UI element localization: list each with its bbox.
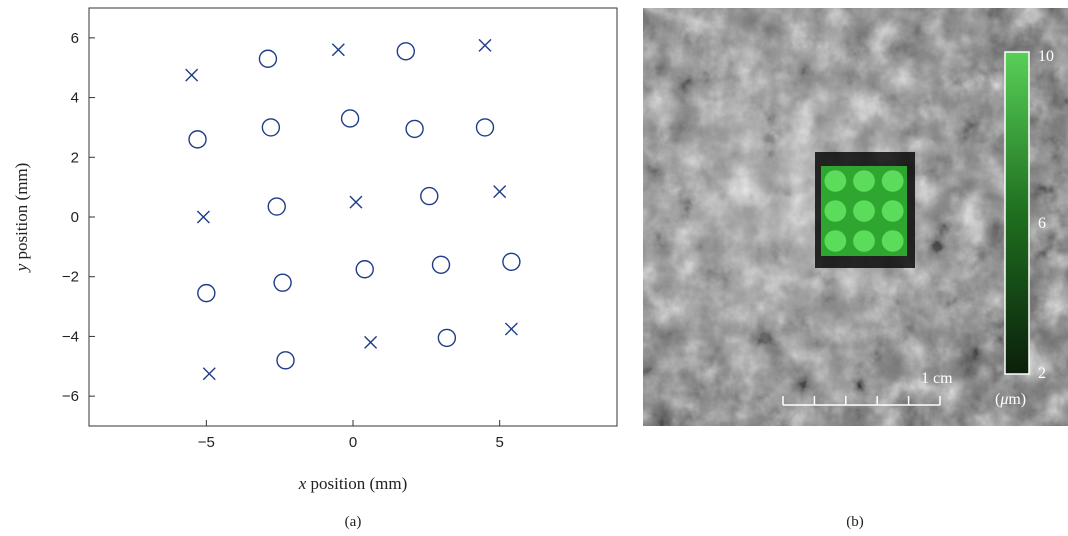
- circle-marker: [502, 252, 521, 271]
- circle-marker: [197, 283, 216, 303]
- cross-marker: [185, 68, 199, 82]
- scatter-plot: −5 0 5 6 4 2 0 −2 −4 −6 x position (mm) y positio…: [12, 7, 618, 530]
- y-tick-label: −6: [62, 388, 79, 405]
- colorbar-unit-label: (μm): [995, 391, 1026, 408]
- overlay-spot: [853, 230, 875, 252]
- cross-marker: [349, 195, 363, 209]
- overlay-spot: [824, 200, 847, 222]
- circle-marker: [355, 260, 374, 279]
- y-tick-label: 0: [71, 209, 79, 226]
- panel-b-caption: (b): [846, 514, 864, 530]
- y-tick-label: −2: [62, 269, 79, 286]
- cross-marker: [504, 322, 518, 336]
- overlay-spot: [824, 170, 847, 192]
- y-tick-label: 6: [71, 30, 79, 47]
- overlay-spot: [824, 230, 847, 252]
- cross-marker: [331, 43, 345, 57]
- displacement-overlay: [815, 152, 915, 268]
- scale-bar-label: 1 cm: [921, 370, 953, 387]
- circle-marker: [437, 328, 457, 348]
- circle-marker: [258, 49, 278, 68]
- panel-a-label: (a): [345, 514, 362, 530]
- overlay-spot: [881, 170, 904, 192]
- circle-marker: [396, 42, 415, 61]
- circle-marker: [267, 197, 286, 216]
- y-axis-label: y position (mm): [12, 163, 31, 274]
- colorbar-max-label: 10: [1038, 48, 1054, 65]
- y-tick-label: 4: [71, 90, 79, 107]
- circle-marker: [405, 119, 424, 139]
- x-tick-label: 5: [495, 434, 503, 451]
- mri-heatmap-panel: 10 6 2 (μm) 1 cm: [643, 8, 1068, 426]
- cross-marker: [196, 210, 210, 224]
- circle-marker: [188, 130, 207, 149]
- scale-bar: [782, 396, 941, 406]
- circle-marker: [340, 109, 360, 128]
- cross-marker: [364, 335, 378, 349]
- overlay-spot: [853, 170, 875, 192]
- circle-marker: [431, 255, 451, 274]
- colorbar-mid-label: 6: [1038, 215, 1046, 232]
- axis-ticks: −5 0 5 6 4 2 0 −2 −4 −6: [62, 30, 504, 451]
- circle-marker: [261, 118, 281, 137]
- x-axis-label: x position (mm): [298, 474, 408, 493]
- cross-marker: [493, 185, 507, 199]
- colorbar: [1004, 51, 1030, 375]
- x-tick-label: 0: [349, 434, 357, 451]
- panel-b-label: (b): [846, 514, 864, 530]
- colorbar-min-label: 2: [1038, 365, 1046, 382]
- circle-marker: [276, 351, 295, 370]
- overlay-spot: [881, 200, 904, 222]
- y-tick-label: 2: [71, 149, 79, 166]
- overlay-spot: [853, 200, 875, 222]
- cross-marker: [478, 38, 492, 52]
- cross-marker: [202, 367, 216, 381]
- circle-marker: [420, 186, 439, 206]
- circle-marker: [273, 273, 292, 292]
- plot-frame: [88, 7, 618, 427]
- data-markers: [185, 38, 521, 381]
- circle-marker: [475, 118, 495, 137]
- overlay-spot: [881, 230, 904, 252]
- x-tick-label: −5: [198, 434, 215, 451]
- y-tick-label: −4: [62, 328, 79, 345]
